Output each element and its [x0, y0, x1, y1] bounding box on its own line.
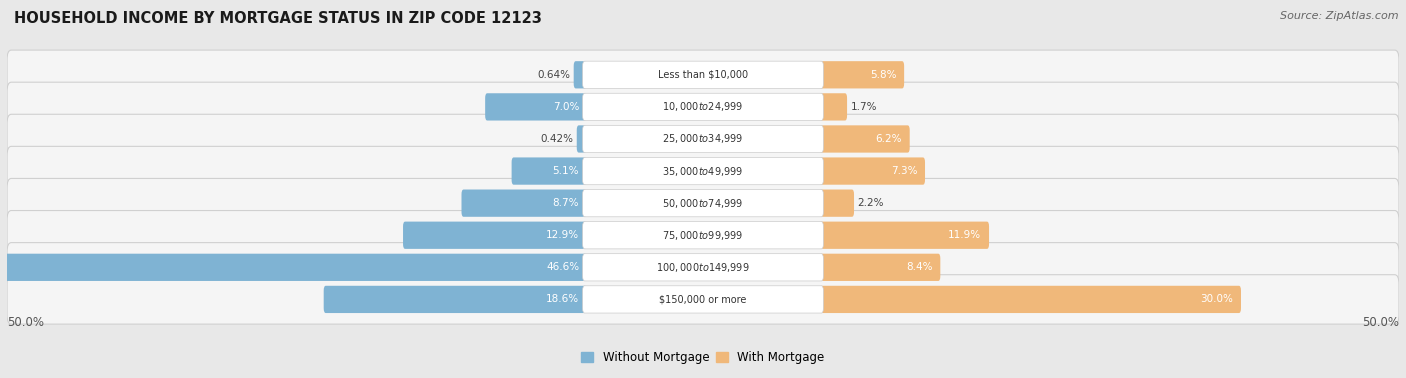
FancyBboxPatch shape — [461, 189, 586, 217]
Text: $10,000 to $24,999: $10,000 to $24,999 — [662, 101, 744, 113]
Text: 0.42%: 0.42% — [540, 134, 574, 144]
Text: 18.6%: 18.6% — [546, 294, 579, 304]
Text: 11.9%: 11.9% — [948, 230, 981, 240]
FancyBboxPatch shape — [582, 286, 824, 313]
FancyBboxPatch shape — [7, 243, 1399, 292]
FancyBboxPatch shape — [512, 157, 586, 185]
Text: $50,000 to $74,999: $50,000 to $74,999 — [662, 197, 744, 210]
FancyBboxPatch shape — [582, 125, 824, 153]
Text: $25,000 to $34,999: $25,000 to $34,999 — [662, 132, 744, 146]
Text: 50.0%: 50.0% — [1362, 316, 1399, 329]
Text: $100,000 to $149,999: $100,000 to $149,999 — [657, 261, 749, 274]
Text: 30.0%: 30.0% — [1201, 294, 1233, 304]
Text: 5.8%: 5.8% — [870, 70, 897, 80]
FancyBboxPatch shape — [820, 61, 904, 88]
Text: $75,000 to $99,999: $75,000 to $99,999 — [662, 229, 744, 242]
Text: Less than $10,000: Less than $10,000 — [658, 70, 748, 80]
FancyBboxPatch shape — [820, 93, 846, 121]
Text: 0.64%: 0.64% — [537, 70, 571, 80]
Legend: Without Mortgage, With Mortgage: Without Mortgage, With Mortgage — [576, 346, 830, 369]
Text: Source: ZipAtlas.com: Source: ZipAtlas.com — [1281, 11, 1399, 21]
FancyBboxPatch shape — [820, 189, 853, 217]
Text: 6.2%: 6.2% — [876, 134, 903, 144]
FancyBboxPatch shape — [582, 222, 824, 249]
Text: 12.9%: 12.9% — [546, 230, 579, 240]
Text: 50.0%: 50.0% — [7, 316, 44, 329]
Text: HOUSEHOLD INCOME BY MORTGAGE STATUS IN ZIP CODE 12123: HOUSEHOLD INCOME BY MORTGAGE STATUS IN Z… — [14, 11, 541, 26]
FancyBboxPatch shape — [582, 157, 824, 185]
FancyBboxPatch shape — [7, 211, 1399, 260]
Text: 8.7%: 8.7% — [553, 198, 579, 208]
FancyBboxPatch shape — [7, 178, 1399, 228]
FancyBboxPatch shape — [574, 61, 586, 88]
Text: $150,000 or more: $150,000 or more — [659, 294, 747, 304]
Text: 5.1%: 5.1% — [553, 166, 579, 176]
FancyBboxPatch shape — [820, 286, 1241, 313]
FancyBboxPatch shape — [7, 275, 1399, 324]
FancyBboxPatch shape — [7, 50, 1399, 99]
FancyBboxPatch shape — [7, 146, 1399, 196]
Text: 7.0%: 7.0% — [553, 102, 579, 112]
Text: 8.4%: 8.4% — [907, 262, 932, 272]
FancyBboxPatch shape — [7, 82, 1399, 132]
FancyBboxPatch shape — [485, 93, 586, 121]
Text: $35,000 to $49,999: $35,000 to $49,999 — [662, 164, 744, 178]
Text: 7.3%: 7.3% — [891, 166, 917, 176]
FancyBboxPatch shape — [582, 189, 824, 217]
Text: 1.7%: 1.7% — [851, 102, 877, 112]
FancyBboxPatch shape — [576, 125, 586, 153]
FancyBboxPatch shape — [0, 254, 586, 281]
FancyBboxPatch shape — [820, 125, 910, 153]
FancyBboxPatch shape — [323, 286, 586, 313]
FancyBboxPatch shape — [820, 254, 941, 281]
Text: 46.6%: 46.6% — [546, 262, 579, 272]
Text: 2.2%: 2.2% — [858, 198, 884, 208]
FancyBboxPatch shape — [820, 222, 988, 249]
FancyBboxPatch shape — [582, 61, 824, 88]
FancyBboxPatch shape — [582, 254, 824, 281]
FancyBboxPatch shape — [820, 157, 925, 185]
FancyBboxPatch shape — [582, 93, 824, 121]
FancyBboxPatch shape — [7, 114, 1399, 164]
FancyBboxPatch shape — [404, 222, 586, 249]
